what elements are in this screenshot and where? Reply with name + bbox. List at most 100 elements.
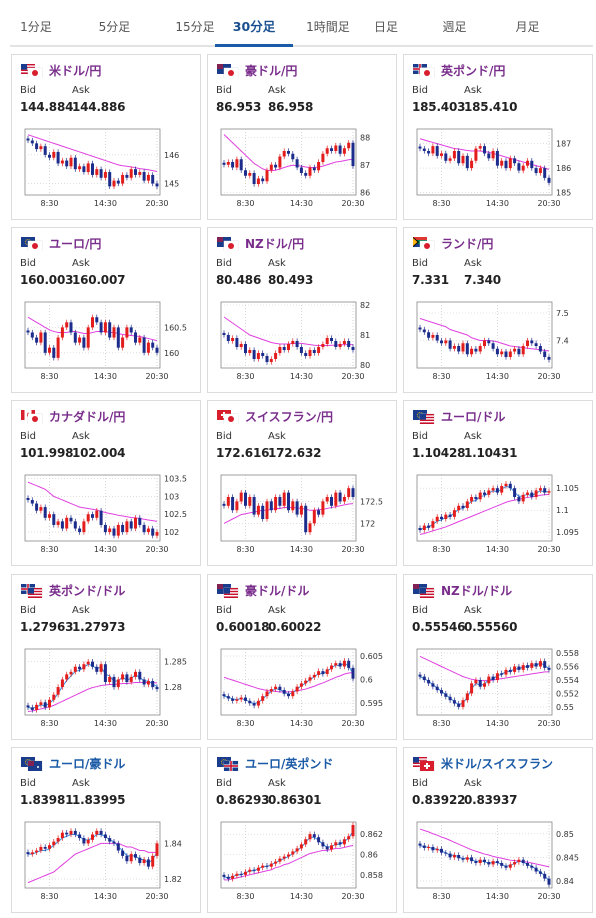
candle-down — [422, 676, 426, 680]
candle-up — [291, 851, 295, 855]
candle-down — [116, 843, 120, 851]
candle-up — [65, 517, 69, 529]
candle-down — [448, 853, 452, 858]
tab-6[interactable]: 週足 — [442, 20, 467, 34]
ask-value: 185.410 — [464, 100, 518, 114]
candle-up — [521, 346, 525, 355]
candle-up — [138, 172, 142, 175]
candle-up — [504, 483, 508, 486]
x-tick-label: 14:30 — [290, 199, 313, 208]
pair-link[interactable]: カナダドル/円 — [21, 407, 125, 425]
candle-down — [483, 859, 486, 863]
candle-up — [521, 165, 525, 171]
pair-link[interactable]: NZドル/円 — [217, 234, 304, 252]
mini-candlestick-chart[interactable]: 8:30 14:30 20:30 0.605 0.6 0.595 — [218, 647, 386, 737]
candle-up — [56, 687, 60, 695]
candle-down — [244, 492, 247, 506]
pair-link[interactable]: ユーロ/豪ドル — [21, 754, 125, 772]
x-tick-label: 8:30 — [433, 892, 451, 901]
candle-down — [534, 867, 538, 872]
pair-link[interactable]: ユーロ/英ポンド — [217, 754, 333, 772]
pair-link[interactable]: 英ポンド/ドル — [21, 581, 125, 599]
candle-down — [91, 514, 94, 518]
mini-candlestick-chart[interactable]: 8:30 14:30 20:30 103.5 103 102.5 102 — [22, 473, 190, 563]
chart-svg: 8:30 14:30 20:30 103.5 103 102.5 102 — [24, 475, 187, 554]
tab-7[interactable]: 月足 — [515, 20, 540, 34]
mini-candlestick-chart[interactable]: 8:30 14:30 20:30 172.5 172 — [218, 473, 386, 563]
candle-up — [95, 169, 99, 175]
tab-1[interactable]: 5分足 — [98, 20, 131, 34]
candle-down — [222, 503, 226, 506]
bid-value: 80.486 — [216, 273, 262, 287]
candle-up — [317, 347, 321, 353]
pair-link[interactable]: ランド/円 — [413, 234, 493, 252]
pair-name: ユーロ/豪ドル — [49, 756, 126, 771]
pair-link[interactable]: 米ドル/スイスフラン — [413, 754, 553, 772]
candle-up — [452, 346, 456, 349]
pair-link[interactable]: 豪ドル/ドル — [217, 581, 309, 599]
mini-candlestick-chart[interactable]: 8:30 14:30 20:30 1.105 1.1 1.095 — [414, 473, 582, 563]
pair-link[interactable]: ユーロ/ドル — [413, 407, 505, 425]
mini-candlestick-chart[interactable]: 8:30 14:30 20:30 146 145 — [22, 127, 190, 217]
candle-down — [295, 501, 299, 515]
y-tick-label: 145 — [164, 180, 179, 189]
y-tick-label: 0.558 — [556, 649, 579, 658]
x-tick-label: 8:30 — [41, 545, 59, 554]
candle-down — [244, 697, 247, 701]
candle-down — [129, 327, 133, 333]
tab-4[interactable]: 1時間足 — [306, 20, 350, 34]
candle-up — [334, 842, 338, 846]
candle-down — [504, 160, 508, 169]
candle-up — [248, 497, 252, 506]
mini-candlestick-chart[interactable]: 8:30 14:30 20:30 0.862 0.86 0.858 — [218, 820, 386, 910]
candle-up — [444, 340, 448, 344]
mini-candlestick-chart[interactable]: 8:30 14:30 20:30 0.558 0.556 0.554 0.552 0.55 — [414, 647, 582, 737]
y-tick-label: 103 — [164, 492, 179, 501]
mini-candlestick-chart[interactable]: 8:30 14:30 20:30 82 81 80 — [218, 300, 386, 390]
tab-5[interactable]: 日足 — [373, 20, 398, 34]
candle-up — [491, 861, 495, 865]
chart-svg: 8:30 14:30 20:30 160.5 160 — [24, 301, 187, 381]
x-tick-label: 20:30 — [537, 372, 560, 381]
tab-3[interactable]: 30分足 — [215, 9, 293, 47]
pair-link[interactable]: NZドル/ドル — [413, 581, 512, 599]
x-tick-label: 14:30 — [486, 892, 509, 901]
candle-up — [248, 869, 252, 872]
chart-svg: 8:30 14:30 20:30 7.5 7.4 — [416, 301, 569, 381]
candle-up — [452, 151, 456, 159]
candle-down — [121, 850, 125, 856]
ask-value: 0.83937 — [464, 793, 518, 807]
candle-down — [151, 342, 155, 348]
pair-link[interactable]: 英ポンド/円 — [413, 61, 505, 79]
candle-down — [543, 873, 547, 879]
ask-label: Ask — [464, 431, 482, 442]
x-tick-label: 20:30 — [341, 545, 364, 554]
mini-candlestick-chart[interactable]: 8:30 14:30 20:30 0.85 0.845 0.84 — [414, 820, 582, 910]
pair-link[interactable]: 米ドル/円 — [21, 61, 101, 79]
candle-down — [547, 667, 551, 670]
tab-2[interactable]: 15分足 — [175, 20, 215, 34]
mini-candlestick-chart[interactable]: 8:30 14:30 20:30 1.285 1.28 — [22, 647, 190, 737]
mini-candlestick-chart[interactable]: 8:30 14:30 20:30 1.84 1.82 — [22, 820, 190, 910]
moving-average-line — [223, 134, 354, 172]
candle-down — [134, 169, 137, 175]
rate-card: ランド/円 Bid Ask 7.331 7.340 8:30 14:30 20:30 7.5 7.… — [403, 227, 593, 393]
candle-down — [125, 855, 129, 862]
candle-up — [269, 689, 273, 692]
candle-up — [129, 676, 133, 682]
candle-down — [491, 343, 495, 349]
mini-candlestick-chart[interactable]: 8:30 14:30 20:30 7.5 7.4 — [414, 300, 582, 390]
pair-link[interactable]: 豪ドル/円 — [217, 61, 297, 79]
candle-down — [26, 852, 30, 855]
pair-link[interactable]: ユーロ/円 — [21, 234, 101, 252]
tab-0[interactable]: 1分足 — [20, 20, 52, 34]
candle-down — [418, 528, 422, 530]
candle-up — [39, 702, 43, 705]
mini-candlestick-chart[interactable]: 8:30 14:30 20:30 88 87 86 — [218, 127, 386, 217]
candle-down — [517, 666, 521, 670]
mini-candlestick-chart[interactable]: 8:30 14:30 20:30 160.5 160 — [22, 300, 190, 390]
ask-value: 7.340 — [464, 273, 501, 287]
pair-link[interactable]: スイスフラン/円 — [217, 407, 333, 425]
mini-candlestick-chart[interactable]: 8:30 14:30 20:30 187 186 185 — [414, 127, 582, 217]
nz-us-flag-icon — [413, 583, 435, 599]
